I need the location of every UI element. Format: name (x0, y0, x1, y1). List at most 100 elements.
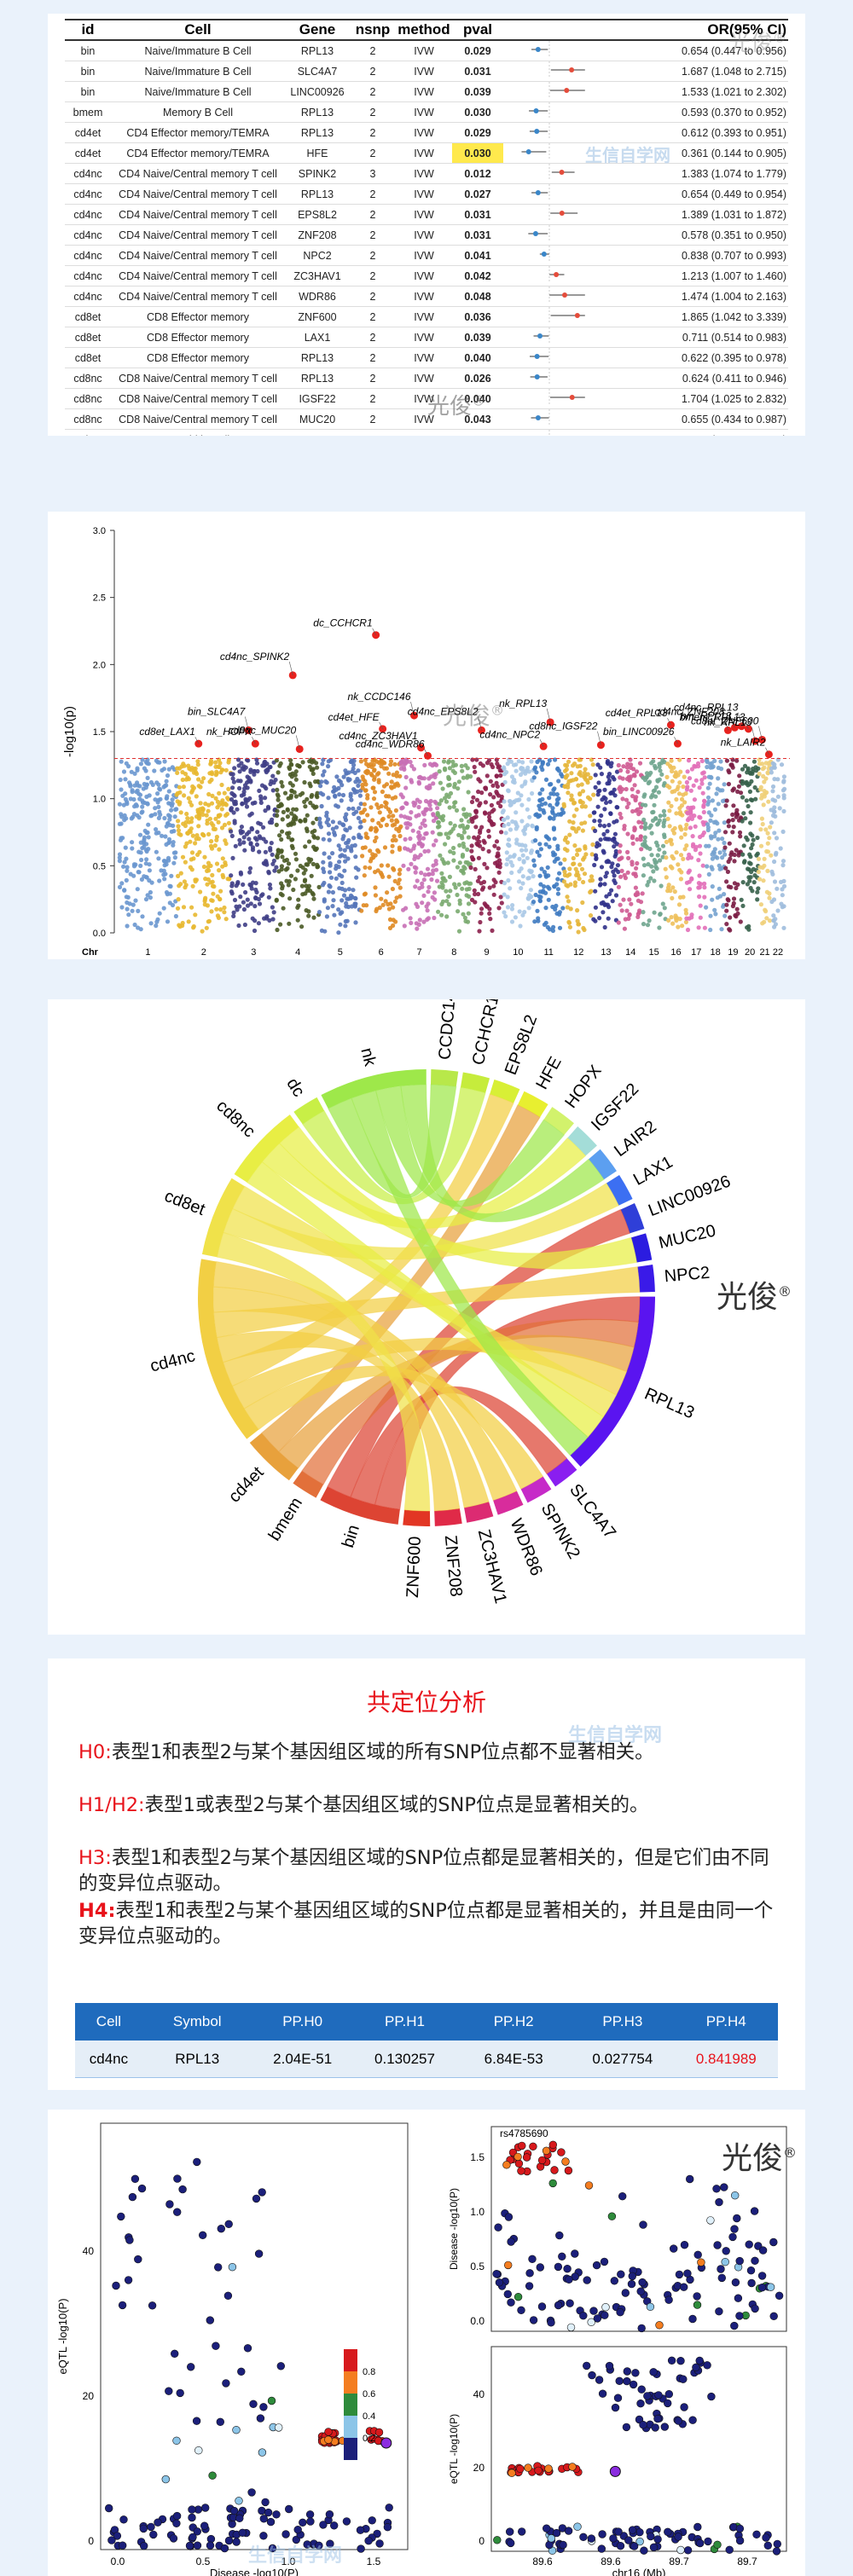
mr-gene-cell: SLC4A7 (285, 61, 350, 82)
snp-point (491, 795, 496, 800)
snp-point (592, 862, 597, 868)
mr-or-cell: 0.612 (0.393 to 0.951) (585, 122, 788, 143)
snp-point (235, 881, 241, 886)
snp-point (215, 894, 220, 899)
snp-point (531, 900, 537, 905)
chord-label: dc (282, 1075, 308, 1101)
snp-point (223, 860, 228, 865)
snp-point (392, 761, 397, 767)
chord-ribbon (217, 1231, 431, 1512)
snp-point (326, 759, 331, 764)
snp-point (303, 867, 308, 872)
snp-point (365, 769, 370, 774)
snp-point (190, 883, 195, 889)
mr-row: cd4nc CD4 Naive/Central memory T cell NPC2… (65, 245, 788, 266)
snp-point (646, 879, 652, 884)
snp-point (326, 831, 332, 836)
locus-point (185, 2541, 194, 2550)
y-tick-label: 0.0 (470, 2315, 485, 2327)
snp-point (205, 868, 210, 873)
chr-label: 12 (573, 947, 583, 958)
snp-point (496, 846, 501, 851)
chr-label: 8 (451, 947, 456, 958)
snp-point (672, 789, 677, 794)
snp-point (706, 871, 711, 877)
locus-point (212, 2342, 220, 2350)
legend-swatch (344, 2438, 357, 2460)
snp-point (213, 796, 218, 801)
locus-point (674, 2533, 682, 2541)
snp-point (176, 828, 182, 833)
snp-point (486, 848, 491, 854)
snp-point (158, 796, 163, 802)
locus-point (107, 2536, 116, 2544)
snp-point (408, 836, 413, 842)
y-tick-label: 0.0 (93, 929, 106, 939)
or-point (525, 149, 531, 154)
locus-point (293, 2526, 302, 2534)
locus-point (617, 2270, 625, 2278)
top-y-label: Disease -log10(P) (448, 2188, 460, 2270)
snp-point (206, 808, 211, 813)
chord-label: ZNF600 (403, 1536, 425, 1598)
snp-point (751, 837, 756, 842)
snp-point (772, 762, 777, 767)
forest-mark (531, 409, 550, 426)
snp-point (264, 860, 269, 865)
label-leader (478, 716, 482, 731)
hypothesis-h3: H3:表型1和表型2与某个基因组区域的SNP位点都是显著相关的，但是它们由不同的… (78, 1845, 778, 1896)
snp-point (362, 808, 368, 813)
snp-point (391, 918, 396, 923)
snp-point (555, 767, 560, 772)
chord-sector (630, 1233, 653, 1263)
locus-point (228, 2263, 237, 2272)
snp-point (230, 785, 235, 790)
snp-point (249, 886, 254, 891)
snp-point (354, 875, 359, 880)
locus-point (217, 2225, 226, 2233)
snp-point (461, 912, 466, 917)
locus-point (628, 2526, 637, 2534)
mr-nsnp-cell: 2 (350, 81, 396, 102)
snp-point (315, 765, 320, 770)
snp-point (728, 852, 734, 858)
snp-point (149, 813, 154, 818)
snp-point (641, 863, 647, 868)
chr-label: 3 (251, 947, 256, 958)
snp-point (756, 886, 761, 891)
locus-point (118, 2301, 127, 2310)
snp-point (258, 836, 263, 841)
snp-point (612, 878, 617, 883)
snp-point (392, 782, 397, 787)
mr-nsnp-cell: 2 (350, 142, 396, 164)
snp-point (430, 871, 435, 877)
mr-row: cd8et CD8 Effector memory LAX1 2 IVW 0.039 0.7… (65, 327, 788, 348)
snp-point (659, 772, 664, 777)
forest-mark (548, 307, 585, 324)
snp-point (510, 819, 515, 825)
snp-point (605, 836, 610, 842)
snp-point (462, 865, 467, 871)
snp-point (683, 919, 689, 924)
chord-sector (620, 1203, 645, 1234)
snp-point (402, 923, 407, 929)
snp-point (502, 817, 507, 822)
snp-point (280, 829, 285, 834)
snp-point (138, 927, 143, 932)
significant-label: nk_RPL13 (499, 698, 547, 709)
snp-point (408, 760, 413, 765)
snp-point (170, 797, 175, 802)
snp-point (175, 906, 181, 911)
snp-point (177, 784, 182, 790)
locus-point (730, 2225, 739, 2233)
snp-point (373, 893, 378, 898)
mr-row: cd4nc CD4 Naive/Central memory T cell WDR8… (65, 286, 788, 307)
snp-point (169, 873, 174, 878)
snp-point (532, 765, 538, 770)
snp-point (769, 853, 774, 858)
snp-point (757, 865, 763, 870)
snp-point (403, 801, 409, 806)
locus-point (697, 2258, 705, 2266)
snp-point (769, 869, 775, 874)
snp-point (681, 784, 686, 790)
